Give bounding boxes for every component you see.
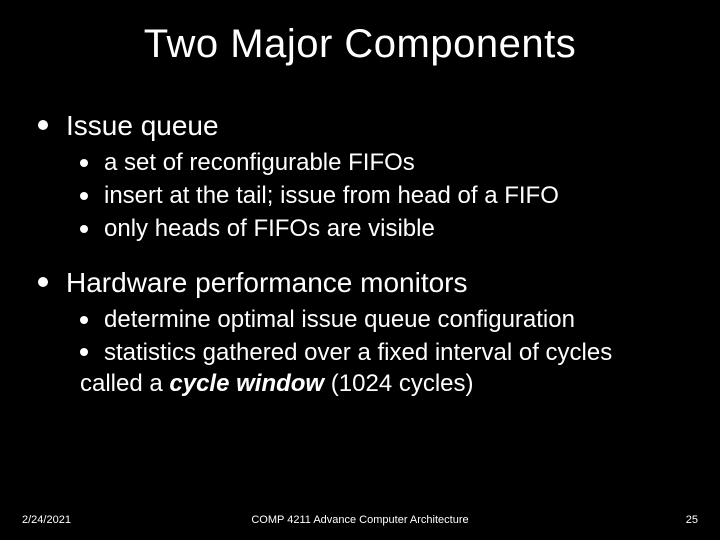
bullet-text: determine optimal issue queue configurat… — [104, 304, 575, 335]
bullet-text: insert at the tail; issue from head of a… — [104, 180, 559, 211]
bullet-icon — [80, 159, 88, 167]
slide-content: Issue queue a set of reconfigurable FIFO… — [38, 108, 678, 401]
footer-page-number: 25 — [686, 514, 698, 526]
bullet-text: only heads of FIFOs are visible — [104, 213, 435, 244]
bullet-text: a set of reconfigurable FIFOs — [104, 147, 415, 178]
footer-course: COMP 4211 Advance Computer Architecture — [0, 514, 720, 526]
bullet-level1: Issue queue — [38, 108, 678, 143]
emphasis-text: cycle window — [169, 370, 324, 397]
bullet-icon — [80, 192, 88, 200]
bullet-icon — [80, 225, 88, 233]
bullet-text-tail: (1024 cycles) — [324, 370, 473, 397]
bullet-icon — [80, 348, 88, 356]
bullet-level2: statistics gathered over a fixed interva… — [80, 337, 678, 399]
slide: Two Major Components Issue queue a set o… — [0, 0, 720, 540]
bullet-text: Hardware performance monitors — [66, 265, 468, 300]
bullet-icon — [38, 277, 48, 287]
bullet-level2: insert at the tail; issue from head of a… — [80, 180, 678, 211]
bullet-icon — [38, 120, 48, 130]
bullet-level1: Hardware performance monitors — [38, 265, 678, 300]
bullet-level2: a set of reconfigurable FIFOs — [80, 147, 678, 178]
spacer — [38, 247, 678, 265]
slide-title: Two Major Components — [0, 22, 720, 67]
bullet-level2: determine optimal issue queue configurat… — [80, 304, 678, 335]
bullet-icon — [80, 316, 88, 324]
bullet-text: Issue queue — [66, 108, 219, 143]
bullet-level2: only heads of FIFOs are visible — [80, 213, 678, 244]
